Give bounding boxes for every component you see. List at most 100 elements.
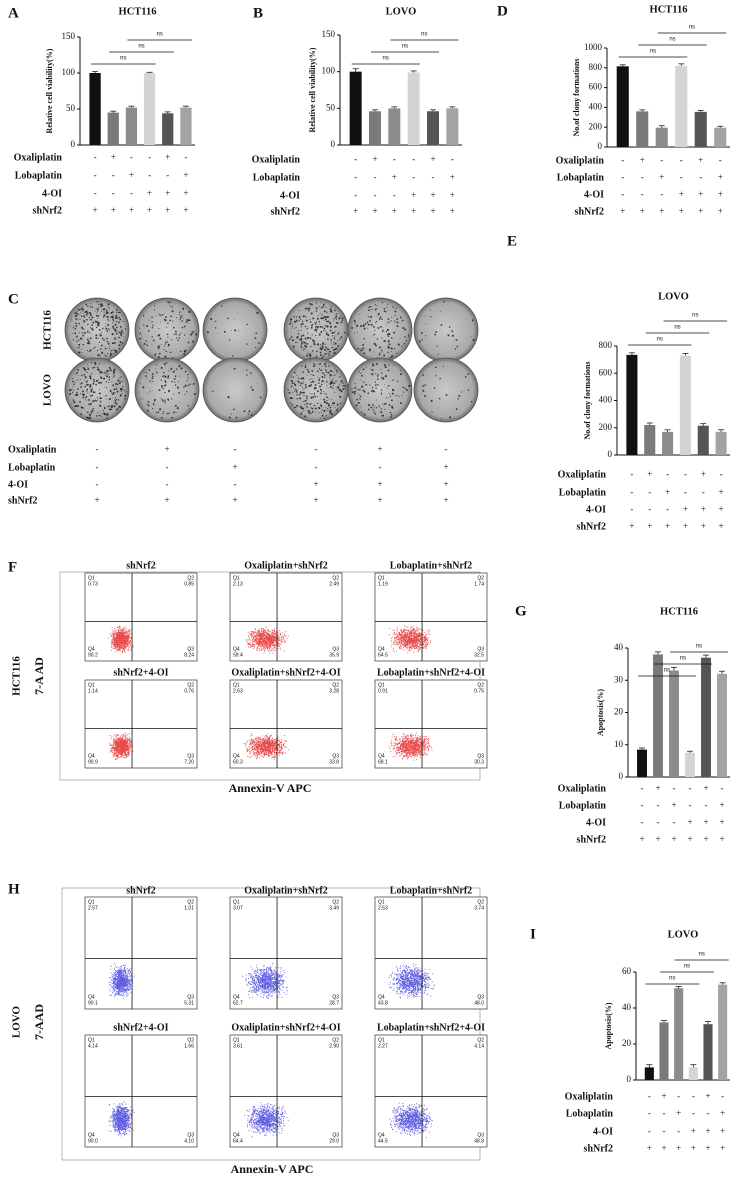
treatment-sign: + <box>377 444 382 454</box>
y-tick-label: 10 <box>614 739 624 749</box>
treatment-sign: - <box>354 172 357 182</box>
quadrant-value: 3.07 <box>233 905 243 911</box>
chart-title: HCT116 <box>660 606 698 617</box>
treatment-sign: + <box>640 155 645 165</box>
treatment-sign: - <box>374 172 377 182</box>
quadrant-value: 5.31 <box>184 1000 194 1006</box>
bar <box>162 113 174 145</box>
treatment-sign: - <box>719 155 722 165</box>
y-tick-label: 400 <box>589 101 603 111</box>
treatment-sign: - <box>94 170 97 180</box>
events <box>108 962 135 1000</box>
quadrant-value: 1.14 <box>88 688 98 694</box>
panel-frame <box>61 887 481 1161</box>
treatment-sign: - <box>657 817 660 827</box>
treatment-label: Lobaplatin <box>559 487 607 498</box>
error-bar <box>146 71 153 73</box>
error-bar <box>92 71 99 73</box>
bar <box>694 111 707 147</box>
culture-plate <box>134 297 200 363</box>
events <box>108 1101 135 1137</box>
quadrant-value: 48.8 <box>474 1138 484 1144</box>
y-tick-label: 800 <box>599 340 613 350</box>
quadrant-value: 3.61 <box>233 1043 243 1049</box>
chart-title: HCT116 <box>119 6 157 17</box>
quadrant-name: Q3 <box>332 753 339 759</box>
treatment-sign: - <box>94 152 97 162</box>
treatment-sign: + <box>698 206 703 216</box>
bar <box>674 988 684 1080</box>
y-tick-label: 800 <box>589 62 603 72</box>
error-bar <box>646 422 653 426</box>
culture-plate <box>64 357 130 423</box>
y-tick-label: 50 <box>66 103 76 113</box>
y-tick-label: 400 <box>599 395 613 405</box>
y-tick-label: 0 <box>608 449 613 459</box>
panel-letter: B <box>253 5 263 21</box>
treatment-sign: - <box>660 189 663 199</box>
treatment-label: Oxaliplatin <box>14 152 63 163</box>
treatment-sign: + <box>687 834 692 844</box>
treatment-sign: + <box>679 206 684 216</box>
y-tick-label: 50 <box>326 102 336 112</box>
quadrant-value: 4.14 <box>88 1043 98 1049</box>
quadrant-value: 0.75 <box>474 688 484 694</box>
quadrant-value: 2.57 <box>88 905 98 911</box>
error-bar <box>700 423 707 426</box>
quadrant-value: 1.19 <box>378 581 388 587</box>
error-bar <box>646 1064 653 1068</box>
quadrant-value: 90.0 <box>88 1138 98 1144</box>
treatment-sign: - <box>445 444 448 454</box>
treatment-sign: + <box>698 189 703 199</box>
error-bar <box>671 666 677 671</box>
quadrant-value: 2.53 <box>378 905 388 911</box>
error-bar <box>719 670 725 674</box>
quadrant-value: 44.5 <box>378 1138 388 1144</box>
significance-label: ns <box>120 56 126 62</box>
treatment-sign: + <box>377 495 382 505</box>
treatment-sign: - <box>692 1108 695 1118</box>
quadrant-name: Q2 <box>477 682 484 688</box>
treatment-sign: + <box>372 206 377 216</box>
treatment-label: 4-OI <box>593 1126 613 1137</box>
quadrant-value: 29.0 <box>329 1138 339 1144</box>
quadrant-name: Q3 <box>477 753 484 759</box>
quadrant-value: 7.20 <box>184 759 194 765</box>
treatment-sign: - <box>641 783 644 793</box>
treatment-sign: + <box>691 1126 696 1136</box>
panel-letter: H <box>8 881 20 897</box>
treatment-sign: + <box>679 189 684 199</box>
treatment-sign: + <box>720 1143 725 1153</box>
treatment-sign: + <box>93 205 98 215</box>
treatment-label: shNrf2 <box>575 206 604 217</box>
treatment-sign: - <box>621 172 624 182</box>
treatment-sign: + <box>659 206 664 216</box>
treatment-sign: - <box>621 155 624 165</box>
bar <box>616 66 629 147</box>
treatment-sign: + <box>450 172 455 182</box>
treatment-sign: - <box>707 1108 710 1118</box>
quadrant-value: 32.5 <box>474 652 484 658</box>
treatment-sign: + <box>701 504 706 514</box>
error-bar <box>410 70 417 73</box>
quadrant-name: Q2 <box>187 899 194 905</box>
treatment-label: Oxaliplatin <box>8 444 57 455</box>
panel-letter: I <box>530 926 536 942</box>
quadrant-name: Q1 <box>233 899 240 905</box>
error-bar <box>128 105 135 108</box>
quadrant-name: Q3 <box>332 1132 339 1138</box>
treatment-sign: - <box>684 469 687 479</box>
bar <box>659 1022 669 1080</box>
treatment-sign: + <box>701 521 706 531</box>
x-axis-label: Annexin-V APC <box>231 1162 314 1176</box>
bar <box>685 752 695 777</box>
row-label: LOVO <box>11 1005 23 1038</box>
bar <box>644 425 656 455</box>
treatment-sign: - <box>621 189 624 199</box>
quadrant-value: 0.76 <box>184 688 194 694</box>
treatment-sign: + <box>450 206 455 216</box>
treatment-sign: + <box>705 1091 710 1101</box>
y-tick-label: 600 <box>599 367 613 377</box>
chart-title: HCT116 <box>650 4 688 15</box>
